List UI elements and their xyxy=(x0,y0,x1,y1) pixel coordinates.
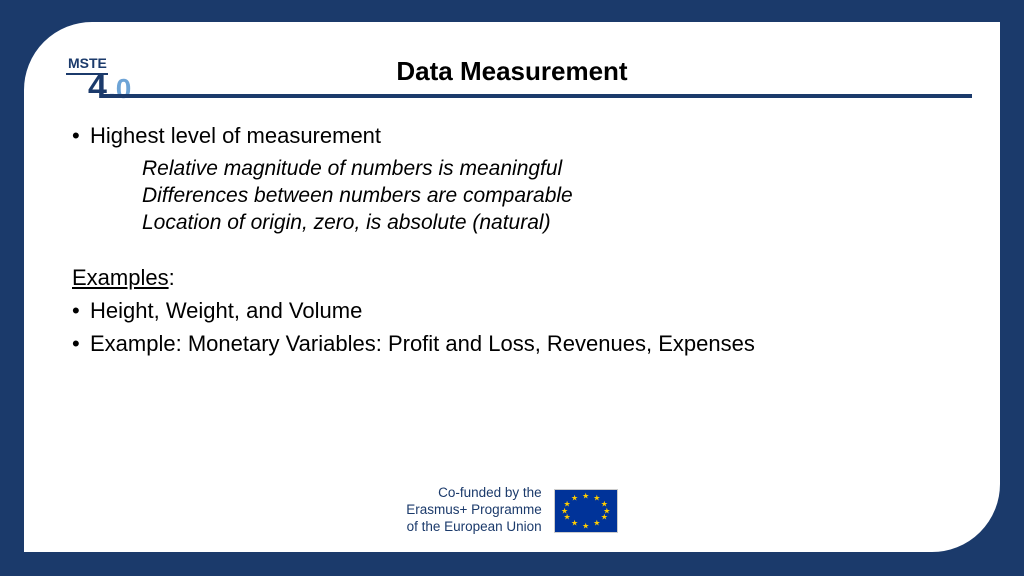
slide-footer: Co-funded by the Erasmus+ Programme of t… xyxy=(24,485,1000,536)
eu-flag-icon: ★ ★ ★ ★ ★ ★ ★ ★ ★ ★ ★ ★ xyxy=(554,489,618,533)
example-bullet-2: • Example: Monetary Variables: Profit an… xyxy=(72,330,952,359)
sub-bullet-3: Location of origin, zero, is absolute (n… xyxy=(142,209,952,236)
examples-colon: : xyxy=(169,265,175,290)
slide-title: Data Measurement xyxy=(24,56,1000,87)
title-underline xyxy=(100,94,972,98)
example-bullet-1: • Height, Weight, and Volume xyxy=(72,297,952,326)
cofunded-text: Co-funded by the Erasmus+ Programme of t… xyxy=(406,485,541,536)
cofunded-line1: Co-funded by the xyxy=(406,485,541,502)
bullet-dot: • xyxy=(72,330,90,359)
bullet-main-1: • Highest level of measurement xyxy=(72,122,952,151)
slide-body: • Highest level of measurement Relative … xyxy=(72,122,952,358)
examples-heading-text: Examples xyxy=(72,265,169,290)
bullet-dot: • xyxy=(72,122,90,151)
bullet-main-1-text: Highest level of measurement xyxy=(90,122,381,151)
sub-bullet-1: Relative magnitude of numbers is meaning… xyxy=(142,155,952,182)
examples-heading: Examples: xyxy=(72,264,952,293)
cofunded-line3: of the European Union xyxy=(406,519,541,536)
bullet-dot: • xyxy=(72,297,90,326)
cofunded-line2: Erasmus+ Programme xyxy=(406,502,541,519)
slide-card: MSTE 4 .0 Data Measurement • Highest lev… xyxy=(22,20,1002,554)
sub-bullet-2: Differences between numbers are comparab… xyxy=(142,182,952,209)
example-bullet-2-text: Example: Monetary Variables: Profit and … xyxy=(90,330,755,359)
example-bullet-1-text: Height, Weight, and Volume xyxy=(90,297,362,326)
slide-frame: MSTE 4 .0 Data Measurement • Highest lev… xyxy=(0,0,1024,576)
